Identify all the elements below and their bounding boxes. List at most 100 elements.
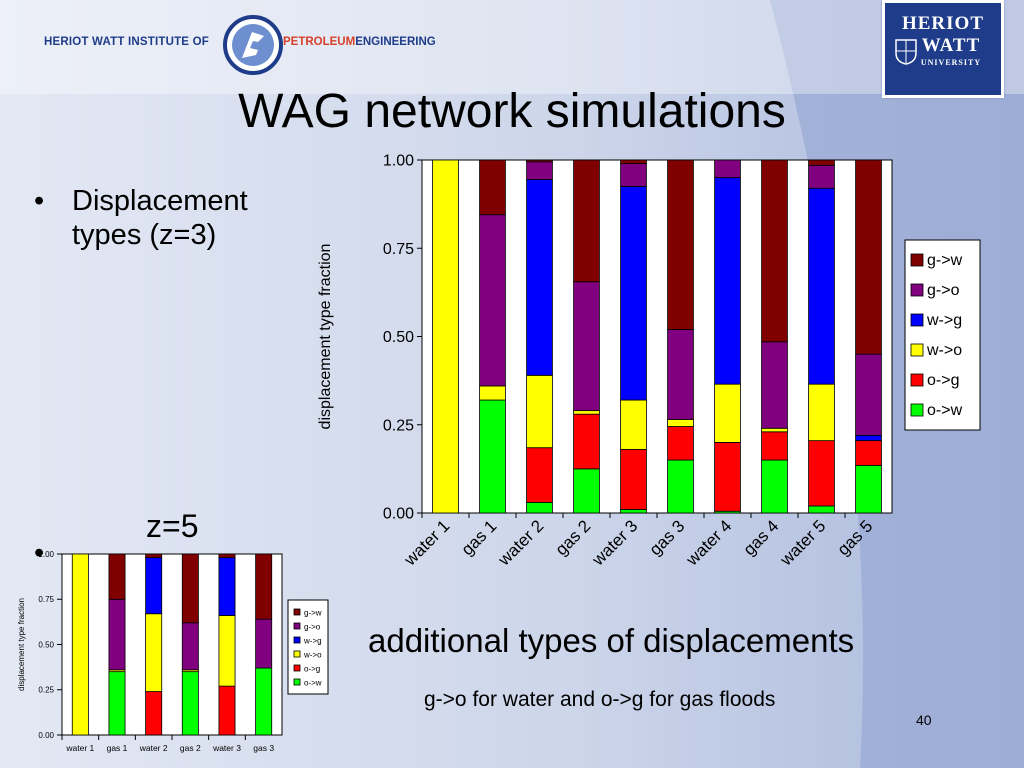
bar-segment xyxy=(761,427,788,433)
bar-segment xyxy=(218,557,236,616)
bar-segment xyxy=(145,691,163,736)
bar-segment xyxy=(181,671,199,736)
x-tick-label: water 3 xyxy=(588,516,642,570)
bar-segment xyxy=(808,505,835,514)
institute-department: PETROLEUMENGINEERING xyxy=(283,36,436,48)
legend-label: o->g xyxy=(304,664,320,673)
institute-logo-icon xyxy=(223,15,283,75)
legend-swatch xyxy=(293,622,301,630)
bullet-dot: • xyxy=(34,185,45,217)
bar-segment xyxy=(526,447,553,503)
x-tick-label: gas 3 xyxy=(646,516,689,559)
bar-segment xyxy=(145,557,163,615)
bar-segment xyxy=(761,159,788,343)
legend-swatch xyxy=(293,664,301,672)
additional-types-text: additional types of displacements xyxy=(368,622,855,659)
bar-segment xyxy=(620,509,647,514)
bar-segment xyxy=(573,413,600,470)
legend-label: w->g xyxy=(926,312,962,329)
bar-segment xyxy=(479,214,506,387)
bar-segment xyxy=(761,341,788,429)
chart-main: 0.00 0.25 0.50 0.75 1.00 displacement type fr… xyxy=(317,153,981,570)
y-tick-label: 0.75 xyxy=(383,241,414,258)
bar-segment xyxy=(808,440,835,507)
bar-segment xyxy=(714,383,741,443)
chart-small: 0.00 0.25 0.50 0.75 1.00 displacement type fr… xyxy=(17,550,329,753)
bar-segment xyxy=(714,177,741,385)
y-tick-label: 0.25 xyxy=(383,417,414,434)
legend-swatch xyxy=(293,636,301,644)
legend-swatch xyxy=(293,650,301,658)
z5-label: z=5 xyxy=(146,508,199,544)
bar-segment xyxy=(218,685,236,736)
bar-segment xyxy=(855,464,882,514)
legend-swatch xyxy=(910,313,924,327)
bar-segment xyxy=(855,434,882,442)
institute-petroleum: PETROLEUM xyxy=(283,36,356,48)
x-tick-label: water 3 xyxy=(212,743,241,753)
institute-name: HERIOT WATT INSTITUTE OF xyxy=(44,36,209,48)
legend-label: g->w xyxy=(927,252,963,269)
bar-segment xyxy=(218,553,236,559)
y-tick-label: 0.75 xyxy=(38,595,54,604)
y-tick-label: 1.00 xyxy=(383,153,414,170)
x-tick-label: gas 5 xyxy=(834,516,877,559)
legend-box xyxy=(904,239,981,431)
x-tick-label: water 1 xyxy=(400,516,454,570)
x-tick-label: gas 2 xyxy=(180,743,201,753)
bar-segment xyxy=(667,329,694,420)
legend: g->w g->o w->g w->o o->g o->w xyxy=(287,599,329,695)
bar-segment xyxy=(479,399,506,514)
legend-swatch xyxy=(910,253,924,267)
legend-label: o->g xyxy=(927,372,959,389)
bar-segment xyxy=(573,410,600,415)
bar-segment xyxy=(667,459,694,514)
x-tick-label: water 5 xyxy=(776,516,830,570)
plot-area xyxy=(61,553,283,736)
bar-segment xyxy=(145,553,163,559)
legend-label: o->w xyxy=(927,402,963,419)
bullet-text: Displacement types (z=3) xyxy=(72,185,248,251)
x-tick-label: gas 1 xyxy=(458,516,501,559)
x-tick-label: water 1 xyxy=(65,743,94,753)
legend-swatch xyxy=(910,343,924,357)
bar-segment xyxy=(526,159,553,163)
x-tick-label: gas 2 xyxy=(552,516,595,559)
bar-segment xyxy=(526,374,553,449)
university-logo: HERIOT WATT UNIVERSITY xyxy=(882,0,1004,98)
y-tick-label: 0.50 xyxy=(38,640,54,649)
y-axis-label: displacement type fraction xyxy=(17,598,26,691)
x-tick-label: gas 3 xyxy=(253,743,274,753)
x-tick-label: water 2 xyxy=(139,743,168,753)
legend-label: g->w xyxy=(304,608,322,617)
legend: g->w g->o w->g w->o o->g o->w xyxy=(904,239,981,431)
x-tick-label: water 4 xyxy=(682,516,736,570)
x-tick-label: gas 4 xyxy=(740,516,783,559)
y-tick-label: 0.50 xyxy=(383,329,414,346)
bar-segment xyxy=(218,615,236,687)
legend-label: w->o xyxy=(926,342,962,359)
bar-segment xyxy=(573,468,600,514)
legend-swatch xyxy=(910,283,924,297)
bar-segment xyxy=(255,667,273,736)
legend-swatch xyxy=(293,608,301,616)
legend-label: g->o xyxy=(304,622,321,631)
university-logo-line1: HERIOT xyxy=(901,13,985,34)
bar-segment xyxy=(808,164,835,189)
legend-label: w->g xyxy=(303,636,322,645)
bar-segment xyxy=(573,159,600,283)
flood-note-text: g->o for water and o->g for gas floods xyxy=(424,688,776,711)
page-number: 40 xyxy=(916,712,932,728)
bar-segment xyxy=(71,553,89,736)
bar-segment xyxy=(855,159,882,355)
bar-segment xyxy=(108,553,126,600)
university-logo-line3: UNIVERSITY xyxy=(920,58,982,67)
bar-segment xyxy=(620,159,647,164)
bar-segment xyxy=(855,353,882,436)
bar-segment xyxy=(145,613,163,692)
bar-segment xyxy=(108,598,126,671)
university-logo-line2: WATT xyxy=(921,35,981,56)
bar-segment xyxy=(255,618,273,669)
y-tick-label: 0.00 xyxy=(383,506,414,523)
university-crest-icon xyxy=(895,39,917,65)
